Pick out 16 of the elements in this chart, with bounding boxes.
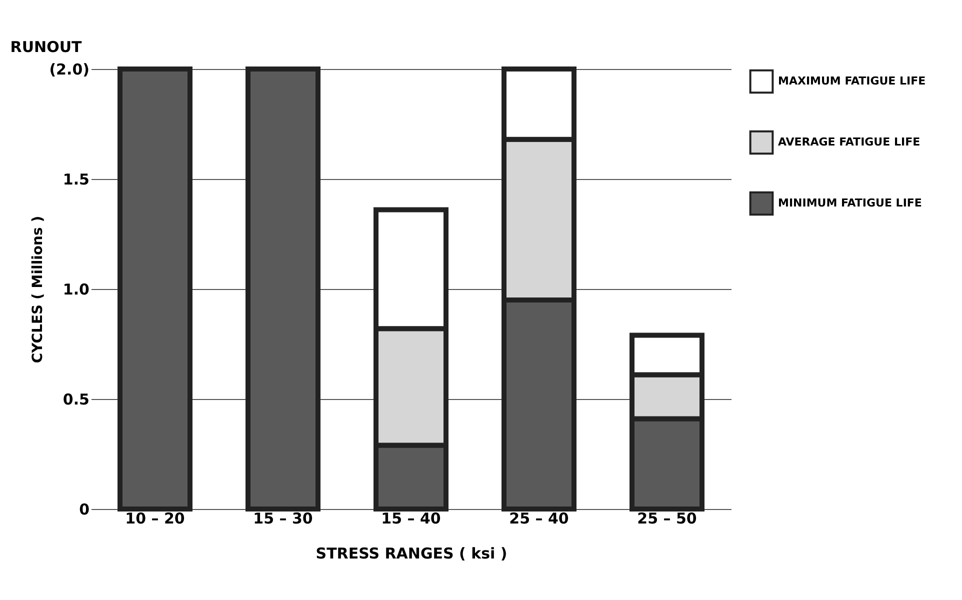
y-tick-label: (2.0) [49, 60, 90, 78]
text: RUNOUT [10, 38, 82, 56]
x-axis-title: STRESS RANGES ( ksi ) [316, 544, 508, 562]
y-tick-label: 1.0 [62, 280, 90, 298]
x-tick-label: 15 – 30 [253, 510, 313, 528]
x-tick-label: 15 – 40 [381, 510, 441, 528]
legend-label: MAXIMUM FATIGUE LIFE [778, 74, 926, 88]
x-tick-label: 10 – 20 [125, 510, 185, 528]
y-axis-title: CYCLES ( Millions ) [30, 216, 46, 364]
y-tick-label: 0 [79, 500, 90, 518]
x-tick-label: 25 – 40 [509, 510, 569, 528]
legend-label: MINIMUM FATIGUE LIFE [778, 196, 922, 210]
y-tick-label: 0.5 [62, 390, 90, 408]
x-tick-label: 25 – 50 [637, 510, 697, 528]
y-tick-label: 1.5 [62, 170, 90, 188]
legend-label: AVERAGE FATIGUE LIFE [778, 136, 920, 148]
